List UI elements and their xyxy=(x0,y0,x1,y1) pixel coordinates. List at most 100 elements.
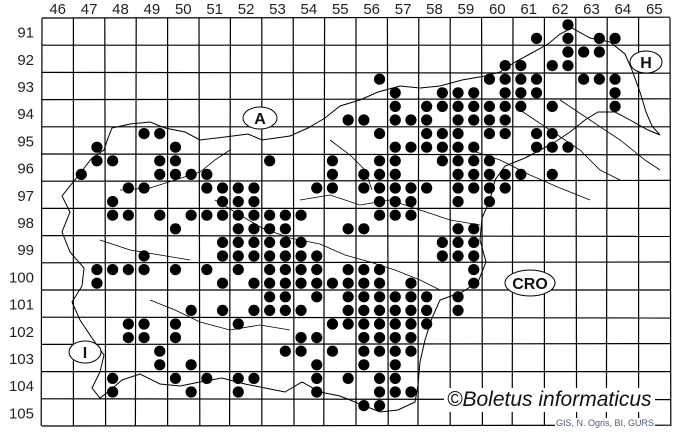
column-label: 57 xyxy=(395,1,412,18)
row-label: 105 xyxy=(9,405,34,422)
occurrence-dot xyxy=(405,332,417,344)
occurrence-dot xyxy=(499,100,511,112)
occurrence-dot xyxy=(373,168,386,180)
occurrence-dot xyxy=(389,318,401,330)
occurrence-dot xyxy=(546,168,558,180)
occurrence-dot xyxy=(468,155,480,167)
occurrence-dot xyxy=(248,182,260,194)
occurrence-dot xyxy=(201,168,213,180)
occurrence-dot xyxy=(311,250,323,262)
occurrence-dot xyxy=(264,209,276,221)
occurrence-dot xyxy=(546,60,558,72)
occurrence-dot xyxy=(389,168,401,180)
occurrence-dot xyxy=(483,168,496,180)
occurrence-dot xyxy=(468,236,480,248)
occurrence-dot xyxy=(499,87,511,99)
grid-line-vertical xyxy=(229,17,231,427)
occurrence-dot xyxy=(389,304,401,316)
occurrence-dot xyxy=(107,209,119,221)
occurrence-dot xyxy=(468,141,480,153)
occurrence-dot xyxy=(342,114,354,126)
occurrence-dot xyxy=(562,60,574,72)
occurrence-dot xyxy=(562,32,574,45)
occurrence-dot xyxy=(358,359,370,371)
occurrence-dot xyxy=(264,264,276,276)
grid-line-horizontal xyxy=(41,316,671,319)
row-label: 92 xyxy=(17,52,34,69)
occurrence-dot xyxy=(562,141,574,153)
occurrence-dot xyxy=(405,386,417,398)
occurrence-dot xyxy=(216,209,229,221)
occurrence-dot xyxy=(358,304,370,316)
occurrence-dot xyxy=(358,318,370,330)
occurrence-dot xyxy=(389,114,401,126)
column-label: 65 xyxy=(646,1,663,18)
occurrence-dot xyxy=(264,236,276,248)
row-label: 102 xyxy=(9,324,34,341)
label-hungary: H xyxy=(629,50,663,74)
occurrence-dot xyxy=(122,209,134,221)
occurrence-dot xyxy=(405,182,417,194)
occurrence-dot xyxy=(342,304,354,316)
occurrence-dot xyxy=(562,19,574,31)
occurrence-dot xyxy=(342,277,354,289)
occurrence-dot xyxy=(248,304,260,316)
occurrence-dot xyxy=(279,236,291,248)
occurrence-dot xyxy=(216,277,229,289)
grid-line-horizontal xyxy=(41,98,671,101)
occurrence-dot xyxy=(311,359,323,371)
row-label: 101 xyxy=(9,297,34,314)
occurrence-dot xyxy=(578,46,590,58)
occurrence-dot xyxy=(295,304,307,316)
occurrence-dots xyxy=(75,19,621,412)
occurrence-dot xyxy=(389,332,401,344)
occurrence-dot xyxy=(452,155,464,167)
occurrence-dot xyxy=(515,73,527,85)
grid-line-horizontal xyxy=(41,261,671,264)
occurrence-dot xyxy=(279,264,291,276)
column-label: 58 xyxy=(426,1,443,18)
occurrence-dot xyxy=(436,128,448,140)
occurrence-dot xyxy=(530,141,543,153)
occurrence-dot xyxy=(201,182,213,194)
occurrence-dot xyxy=(389,291,401,303)
occurrence-dot xyxy=(311,332,323,344)
occurrence-dot xyxy=(373,128,386,140)
occurrence-dot xyxy=(279,209,291,221)
occurrence-dot xyxy=(593,32,605,45)
occurrence-dot xyxy=(295,209,307,221)
occurrence-dot xyxy=(499,60,511,72)
grid-line-vertical xyxy=(40,17,43,427)
occurrence-dot xyxy=(609,87,621,99)
occurrence-dot xyxy=(279,304,291,316)
occurrence-dot xyxy=(248,250,260,262)
grid-line-vertical xyxy=(417,17,420,427)
occurrence-dot xyxy=(326,168,339,180)
occurrence-dot xyxy=(483,182,496,194)
grid-line-horizontal xyxy=(41,71,671,74)
occurrence-dot xyxy=(389,100,401,112)
occurrence-dot xyxy=(452,291,464,303)
occurrence-dot xyxy=(389,209,401,221)
row-label: 98 xyxy=(17,215,34,232)
grid-line-vertical xyxy=(481,17,483,427)
column-label: 46 xyxy=(49,1,66,18)
occurrence-dot xyxy=(436,250,448,262)
occurrence-dot xyxy=(483,196,496,208)
occurrence-dot xyxy=(342,372,354,384)
occurrence-dot xyxy=(373,304,386,316)
occurrence-dot xyxy=(169,141,182,153)
occurrence-dot xyxy=(389,386,401,398)
occurrence-dot xyxy=(530,32,543,45)
occurrence-dot xyxy=(154,359,166,371)
occurrence-dot xyxy=(326,155,339,167)
grid-line-vertical xyxy=(575,17,578,427)
grid-line-vertical xyxy=(511,17,514,427)
occurrence-dot xyxy=(373,196,386,208)
occurrence-dot xyxy=(358,168,370,180)
occurrence-dot xyxy=(421,291,433,303)
occurrence-dot xyxy=(154,168,166,180)
occurrence-dot xyxy=(154,345,166,357)
occurrence-dot xyxy=(232,372,244,384)
